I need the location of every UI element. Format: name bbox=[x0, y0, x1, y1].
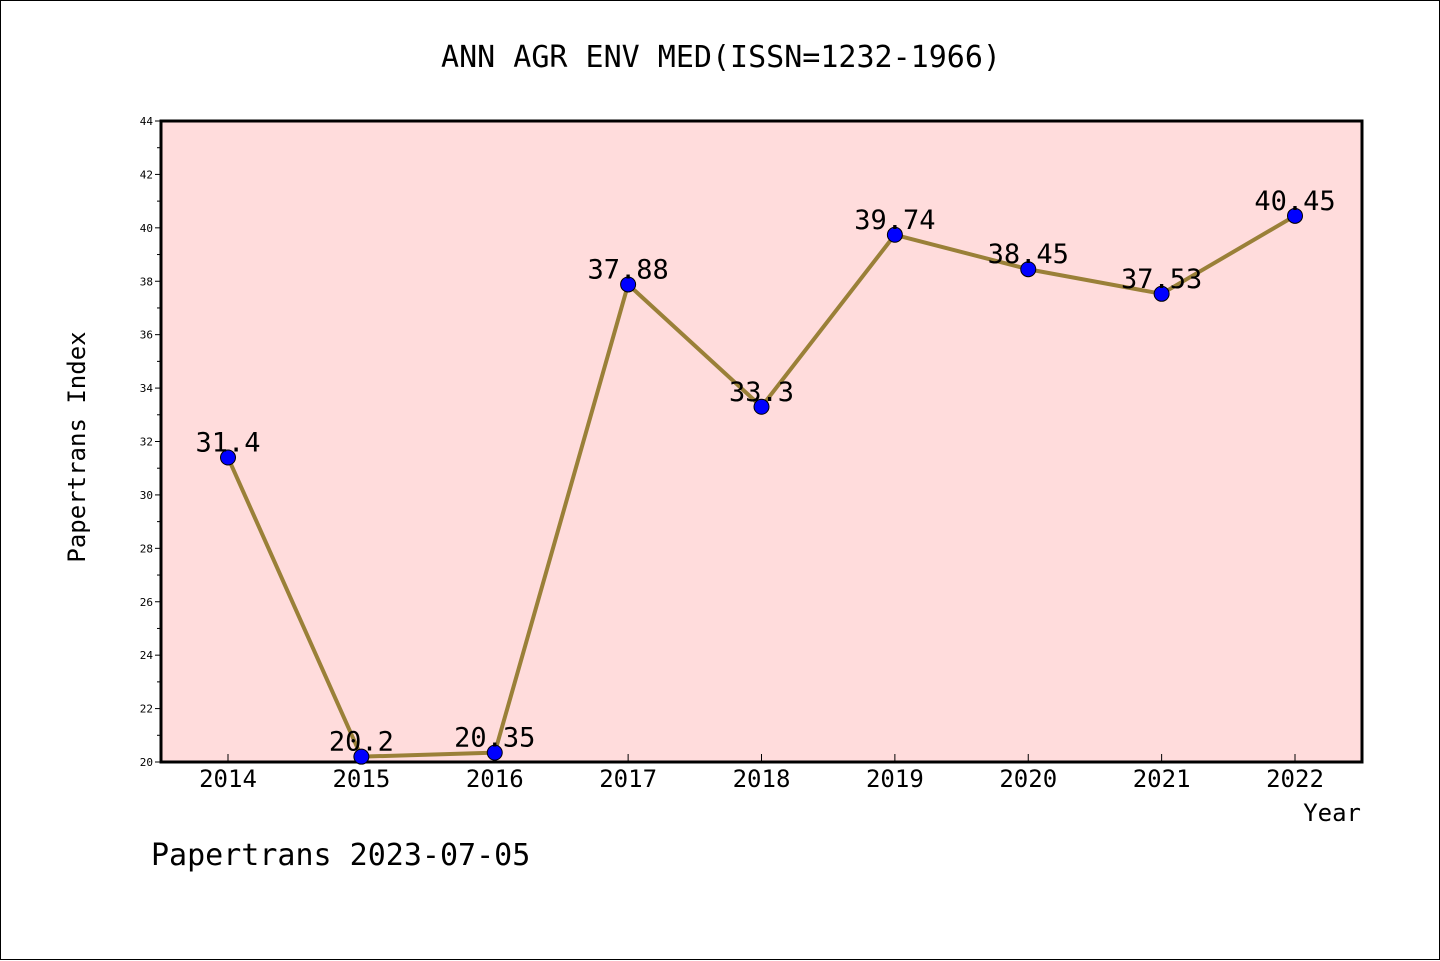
data-label-2019: 39.74 bbox=[854, 205, 935, 236]
y-tick-label: 36 bbox=[140, 329, 153, 342]
y-tick-label: 22 bbox=[140, 703, 153, 716]
x-tick-label: 2018 bbox=[733, 765, 791, 793]
data-label-2018: 33.3 bbox=[729, 377, 794, 408]
y-tick-label: 30 bbox=[140, 489, 153, 502]
x-tick-label: 2014 bbox=[199, 765, 257, 793]
x-tick-label: 2017 bbox=[599, 765, 657, 793]
data-labels: 31.4 20.2 20.35 37.88 33.3 39.74 38.45 37.53 40.… bbox=[195, 186, 1335, 758]
y-tick-label: 28 bbox=[140, 542, 153, 555]
y-axis-label: Papertrans Index bbox=[63, 331, 91, 562]
data-point-2020 bbox=[1020, 261, 1037, 278]
data-label-2016: 20.35 bbox=[454, 723, 535, 754]
y-tick-label: 20 bbox=[140, 756, 153, 769]
data-point-2019 bbox=[886, 226, 903, 243]
data-label-2022: 40.45 bbox=[1254, 186, 1335, 217]
y-tick-label: 38 bbox=[140, 275, 153, 288]
data-point-2015 bbox=[353, 748, 370, 765]
data-point-2018 bbox=[753, 398, 770, 415]
data-label-2014: 31.4 bbox=[195, 428, 260, 459]
y-tick-label: 32 bbox=[140, 436, 153, 449]
y-tick-label: 34 bbox=[140, 382, 154, 395]
y-tick-label: 40 bbox=[140, 222, 153, 235]
x-tick-label: 2019 bbox=[866, 765, 924, 793]
x-tick-label: 2021 bbox=[1133, 765, 1191, 793]
y-tick-label: 26 bbox=[140, 596, 153, 609]
data-point-2022 bbox=[1287, 207, 1303, 224]
plot-area bbox=[159, 119, 1364, 764]
series-line bbox=[220, 207, 1303, 765]
x-axis: 2014 2015 2016 2017 2018 2019 2020 2021 2022 bbox=[199, 754, 1324, 793]
x-tick-label: 2015 bbox=[332, 765, 390, 793]
data-label-2015: 20.2 bbox=[329, 727, 394, 758]
x-tick-label: 2020 bbox=[999, 765, 1057, 793]
data-point-2016 bbox=[486, 744, 503, 761]
x-tick-label: 2022 bbox=[1266, 765, 1324, 793]
y-tick-label: 44 bbox=[140, 115, 154, 128]
y-tick-label: 24 bbox=[140, 649, 154, 662]
data-label-2017: 37.88 bbox=[587, 254, 668, 285]
y-axis: 20 22 24 26 28 30 32 34 36 38 40 42 44 bbox=[140, 115, 161, 769]
x-axis-label: Year bbox=[1303, 799, 1361, 827]
chart-title: ANN AGR ENV MED(ISSN=1232-1966) bbox=[441, 40, 1001, 75]
data-point-2014 bbox=[220, 449, 236, 466]
y-tick-label: 42 bbox=[140, 168, 153, 181]
footer-text: Papertrans 2023-07-05 bbox=[151, 838, 530, 873]
data-label-2020: 38.45 bbox=[988, 239, 1069, 270]
data-label-2021: 37.53 bbox=[1121, 264, 1202, 295]
data-point-2021 bbox=[1153, 285, 1170, 302]
data-point-2017 bbox=[620, 276, 637, 293]
x-tick-label: 2016 bbox=[466, 765, 524, 793]
